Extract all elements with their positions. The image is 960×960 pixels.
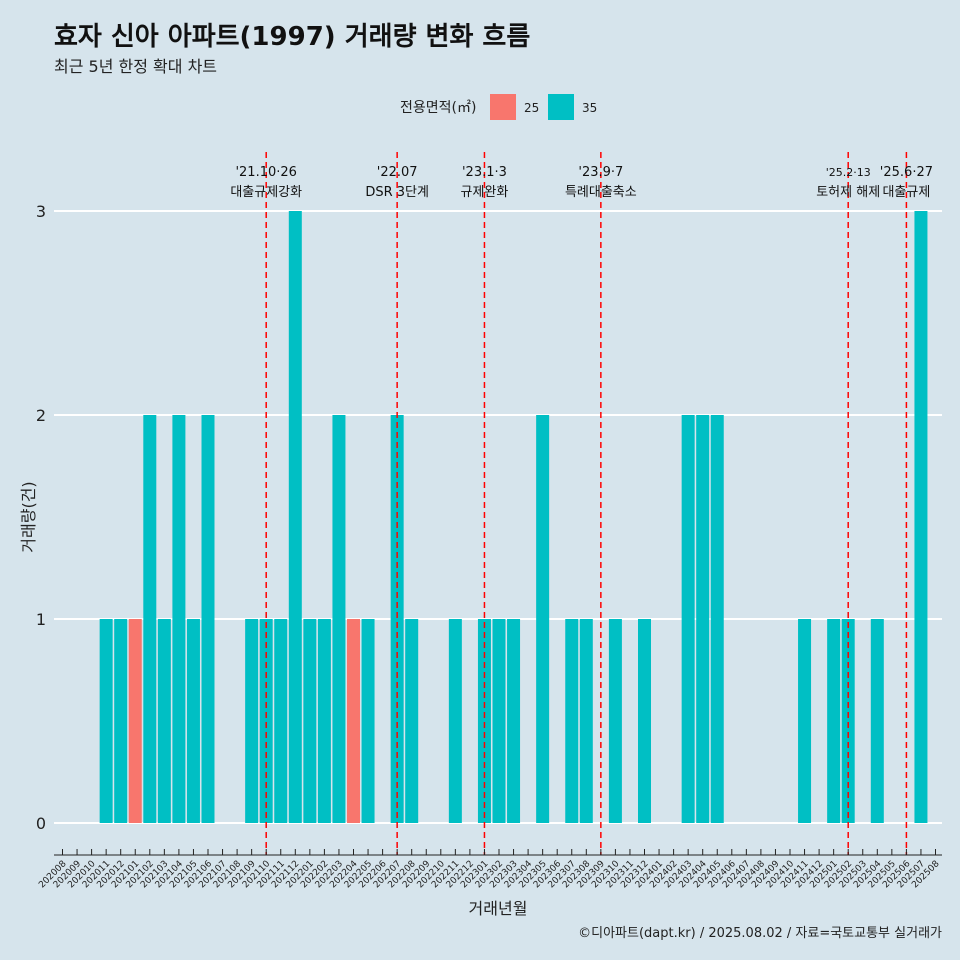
bar-35-202203 (332, 415, 346, 823)
event-date-label: '23.9·7 (578, 165, 623, 180)
legend: 전용면적(㎡) 25 35 (400, 94, 597, 120)
bar-35-202202 (317, 619, 331, 823)
event-lines: '21.10·26 대출규제강화 '22.07 DSR 3단계 '23.1·3 규제완화 '… (230, 152, 933, 855)
legend-label-35: 35 (582, 101, 597, 115)
bar-35-202507 (914, 211, 928, 823)
bar-35-202411 (798, 619, 812, 823)
event-name-label: DSR 3단계 (365, 185, 429, 200)
bar-35-202109 (245, 619, 259, 823)
bar-35-202301 (477, 619, 491, 823)
event-date-label: '22.07 (377, 165, 418, 180)
bar-35-202502 (841, 619, 855, 823)
bar-35-202501 (827, 619, 841, 823)
legend-label-25: 25 (524, 101, 539, 115)
bar-35-202302 (492, 619, 506, 823)
event-name-label: 대출규제 (882, 185, 930, 200)
bars (99, 211, 928, 823)
bar-35-202111 (274, 619, 288, 823)
legend-title: 전용면적(㎡) (400, 100, 476, 116)
bar-35-202103 (157, 619, 171, 823)
bar-35-202308 (579, 619, 593, 823)
event-name-label: 특례대출축소 (565, 185, 637, 200)
bar-35-202110 (259, 619, 273, 823)
event-name-label: 대출규제강화 (230, 185, 302, 200)
event-date-label: '25.2·13 (826, 166, 871, 179)
bar-35-202205 (361, 619, 375, 823)
source-caption: ©디아파트(dapt.kr) / 2025.08.02 / 자료=국토교통부 실… (578, 926, 942, 941)
y-tick-label: 2 (36, 406, 46, 425)
bar-35-202312 (638, 619, 651, 823)
bar-35-202106 (201, 415, 215, 823)
chart-title: 효자 신아 아파트(1997) 거래량 변화 흐름 (54, 22, 531, 52)
legend-swatch-35 (548, 94, 574, 120)
bar-25-202204 (347, 619, 360, 823)
bar-35-202012 (114, 619, 128, 823)
x-axis-label: 거래년월 (469, 899, 528, 918)
bar-35-202105 (186, 619, 200, 823)
bar-35-202112 (288, 211, 302, 823)
event-name-label: 규제완화 (461, 185, 509, 200)
y-tick-label: 1 (36, 610, 46, 629)
legend-swatch-25 (490, 94, 516, 120)
bar-35-202504 (870, 619, 884, 823)
bar-35-202405 (710, 415, 724, 823)
bar-35-202208 (405, 619, 419, 823)
event-date-label: '25.6·27 (880, 165, 933, 180)
bar-35-202211 (448, 619, 462, 823)
bar-35-202207 (390, 415, 404, 823)
bar-35-202201 (303, 619, 317, 823)
bar-35-202404 (696, 415, 710, 823)
event-name-label: 토허제 해제 (816, 185, 880, 200)
bar-35-202104 (172, 415, 186, 823)
bar-35-202305 (536, 415, 550, 823)
event-date-label: '21.10·26 (235, 165, 296, 180)
y-tick-label: 0 (36, 814, 46, 833)
bar-35-202303 (507, 619, 521, 823)
bar-25-202101 (128, 619, 142, 823)
bar-35-202102 (143, 415, 157, 823)
bar-35-202011 (99, 619, 113, 823)
y-tick-label: 3 (36, 202, 46, 221)
bar-35-202310 (608, 619, 622, 823)
bar-35-202307 (565, 619, 579, 823)
event-date-label: '23.1·3 (462, 165, 507, 180)
bar-35-202403 (681, 415, 695, 823)
chart-subtitle: 최근 5년 한정 확대 차트 (54, 57, 218, 76)
y-axis-label: 거래량(건) (19, 481, 38, 552)
